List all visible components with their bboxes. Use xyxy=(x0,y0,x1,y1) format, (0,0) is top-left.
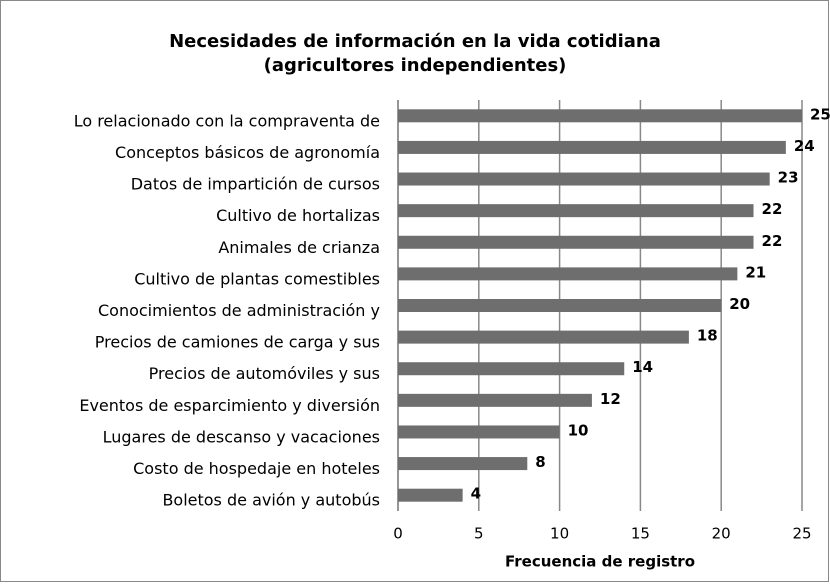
data-label: 22 xyxy=(762,200,783,218)
x-tick-label: 20 xyxy=(712,525,731,543)
bar xyxy=(398,488,463,502)
y-tick-label: Lo relacionado con la compraventa de xyxy=(74,111,380,130)
data-label: 4 xyxy=(471,485,481,503)
y-tick-label: Conocimientos de administración y xyxy=(98,301,380,320)
y-tick-label: Precios de automóviles y sus xyxy=(149,364,380,383)
data-label: 21 xyxy=(745,263,766,281)
bar xyxy=(398,362,625,376)
x-tick-label: 0 xyxy=(393,525,403,543)
data-label: 14 xyxy=(632,358,653,376)
bar xyxy=(398,109,802,123)
y-tick-label: Animales de crianza xyxy=(218,238,380,257)
x-tick-label: 10 xyxy=(550,525,569,543)
x-axis-label: Frecuencia de registro xyxy=(505,553,695,571)
y-tick-label: Eventos de esparcimiento y diversión xyxy=(79,396,380,415)
data-label: 20 xyxy=(729,295,750,313)
y-tick-label: Conceptos básicos de agronomía xyxy=(115,143,380,162)
bar xyxy=(398,425,560,439)
x-tick-label: 5 xyxy=(474,525,484,543)
y-tick-label: Datos de impartición de cursos xyxy=(131,175,380,194)
y-tick-label: Cultivo de plantas comestibles xyxy=(134,269,380,288)
bar xyxy=(398,235,754,249)
x-tick-label: 25 xyxy=(792,525,811,543)
bar xyxy=(398,393,592,407)
bar xyxy=(398,330,689,344)
bar xyxy=(398,204,754,218)
data-label: 18 xyxy=(697,327,718,345)
bar xyxy=(398,172,770,186)
chart-title: (agricultores independientes) xyxy=(264,55,567,76)
data-label: 12 xyxy=(600,390,621,408)
bar xyxy=(398,140,786,154)
data-label: 8 xyxy=(535,453,545,471)
bar xyxy=(398,299,722,312)
y-tick-label: Lugares de descanso y vacaciones xyxy=(103,427,380,446)
y-tick-label: Cultivo de hortalizas xyxy=(216,206,380,225)
data-label: 25 xyxy=(810,105,830,123)
y-tick-label: Precios de camiones de carga y sus xyxy=(95,333,380,352)
y-tick-label: Boletos de avión y autobús xyxy=(162,491,380,510)
data-label: 10 xyxy=(568,421,589,439)
chart-title: Necesidades de información en la vida co… xyxy=(169,31,661,52)
bar xyxy=(398,457,528,471)
data-label: 24 xyxy=(794,137,815,155)
data-label: 23 xyxy=(778,169,799,187)
data-label: 22 xyxy=(762,232,783,250)
bar xyxy=(398,267,738,281)
x-tick-label: 15 xyxy=(631,525,650,543)
y-tick-label: Costo de hospedaje en hoteles xyxy=(133,459,380,478)
